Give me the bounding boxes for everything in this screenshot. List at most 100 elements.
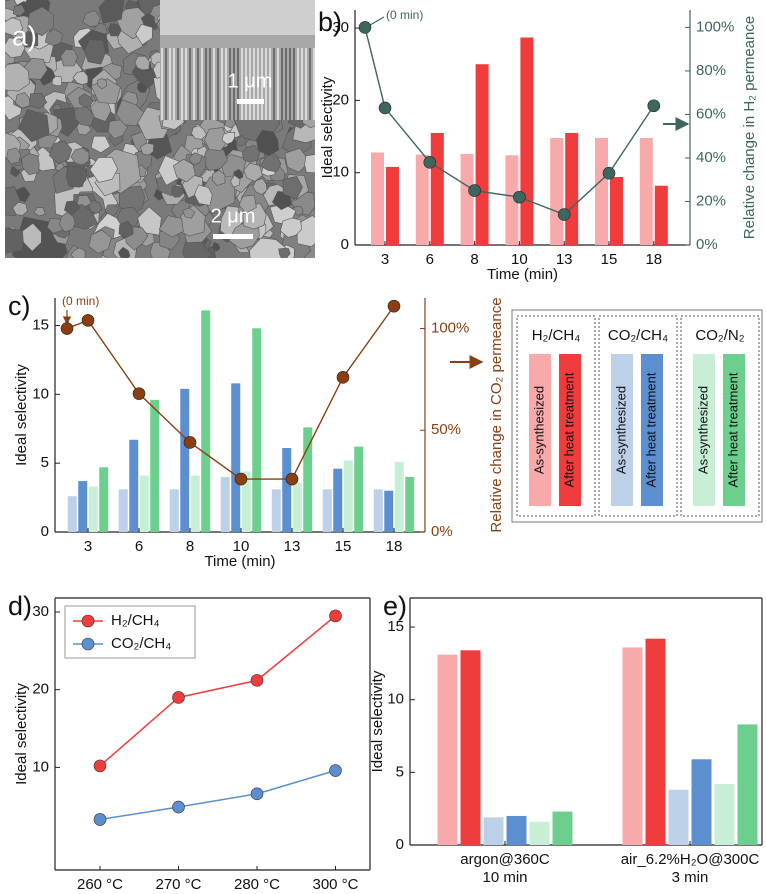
bar xyxy=(691,759,712,845)
data-point xyxy=(378,101,392,115)
data-point xyxy=(285,472,299,486)
x-tick-label: 3 xyxy=(84,538,92,555)
sem-grain xyxy=(280,217,303,238)
sem-grain xyxy=(22,222,42,252)
bar xyxy=(552,811,573,845)
sem-grain xyxy=(70,247,86,258)
bar xyxy=(415,154,429,245)
x-tick-label: 6 xyxy=(135,538,143,555)
sem-grain xyxy=(182,207,196,219)
bar xyxy=(475,64,489,245)
series-line xyxy=(99,769,336,821)
legend-group-title: CO₂/CH₄ xyxy=(608,327,668,344)
bar xyxy=(384,490,394,532)
data-point xyxy=(647,99,661,113)
legend-group-title: CO₂/N₂ xyxy=(695,327,744,344)
y2-tick-label: 20% xyxy=(696,192,726,209)
legend-label: As-synthesized xyxy=(531,386,546,474)
y2-tick-label: 0% xyxy=(431,523,453,540)
x-tick-label: 3 min xyxy=(672,869,709,886)
y-tick-label: 10 xyxy=(32,385,49,402)
sem-grain xyxy=(249,237,289,258)
legend-label: After heat treatment xyxy=(725,372,740,487)
bar xyxy=(654,185,668,245)
data-point xyxy=(81,314,95,327)
bar xyxy=(386,166,399,245)
y2-tick-label: 100% xyxy=(431,319,469,336)
sem-grain xyxy=(278,248,291,258)
bar xyxy=(529,821,550,845)
y2-tick-label: 80% xyxy=(696,62,726,79)
bar xyxy=(139,475,149,532)
data-point xyxy=(183,436,197,449)
sem-grain xyxy=(88,199,103,215)
x-tick-label: 8 xyxy=(470,251,478,268)
legend-label: CO₂/CH₄ xyxy=(111,635,171,652)
sem-grain xyxy=(194,184,213,206)
sem-grain xyxy=(135,23,153,46)
sem-grain xyxy=(78,93,94,108)
sem-grain xyxy=(51,75,63,86)
data-point xyxy=(93,759,107,773)
y-tick-label: 30 xyxy=(332,19,349,36)
y2-tick-label: 60% xyxy=(696,105,726,122)
y-tick-label: 20 xyxy=(332,91,349,108)
bar xyxy=(460,650,481,845)
sem-grain xyxy=(22,30,39,48)
sem-grain xyxy=(158,215,184,238)
bar xyxy=(99,467,109,532)
data-point xyxy=(423,156,437,169)
data-point xyxy=(336,371,350,384)
sem-grain xyxy=(97,78,108,90)
bar xyxy=(354,446,364,532)
bar xyxy=(373,489,383,532)
sem-grain xyxy=(89,156,118,183)
x-tick-label: 3 xyxy=(381,251,389,268)
y-tick-label: 15 xyxy=(387,618,404,635)
x-tick-label: argon@360C xyxy=(460,851,550,868)
y-tick-label: 5 xyxy=(396,763,404,780)
sem-grain xyxy=(5,17,24,37)
sem-grain xyxy=(6,147,22,165)
y-tick-label: 10 xyxy=(32,758,49,775)
x-tick-label: 18 xyxy=(386,538,403,555)
sem-grain xyxy=(5,62,30,92)
legend-swatch xyxy=(611,354,633,506)
panel-label: e) xyxy=(383,591,407,621)
legend-group-title: H₂/CH₄ xyxy=(532,327,581,344)
y-tick-label: 0 xyxy=(41,523,49,540)
panel-label: c) xyxy=(8,291,31,321)
sem-grain xyxy=(82,9,101,27)
sem-grain xyxy=(15,92,31,109)
y-axis-title: Ideal selectivity xyxy=(369,670,386,772)
bar xyxy=(430,132,444,245)
data-point xyxy=(172,691,185,704)
scale-bar xyxy=(237,99,264,104)
x-tick-label: 300 °C xyxy=(312,876,358,893)
data-point xyxy=(602,166,616,180)
y-tick-label: 10 xyxy=(387,691,404,708)
data-point xyxy=(93,813,107,826)
data-point xyxy=(387,299,401,313)
legend-label: After heat treatment xyxy=(561,372,576,487)
sem-grain xyxy=(5,37,26,59)
bar xyxy=(169,489,179,532)
x-axis-title: Time (min) xyxy=(204,553,275,570)
bar xyxy=(550,137,564,245)
data-point xyxy=(250,674,264,687)
sem-grain xyxy=(72,71,89,86)
data-point xyxy=(60,322,74,335)
x-tick-label: 15 xyxy=(601,251,618,268)
bar xyxy=(118,489,128,532)
data-point xyxy=(234,472,248,486)
data-point xyxy=(132,387,146,400)
bar xyxy=(88,486,98,532)
y-tick-label: 0 xyxy=(396,836,404,853)
y-axis-title: Ideal selectivity xyxy=(13,683,30,785)
sem-grain xyxy=(211,169,226,186)
legend-marker xyxy=(81,637,95,651)
sem-grain xyxy=(139,142,155,156)
sem-grain xyxy=(70,147,90,166)
bar xyxy=(668,789,689,845)
bar xyxy=(343,460,353,532)
